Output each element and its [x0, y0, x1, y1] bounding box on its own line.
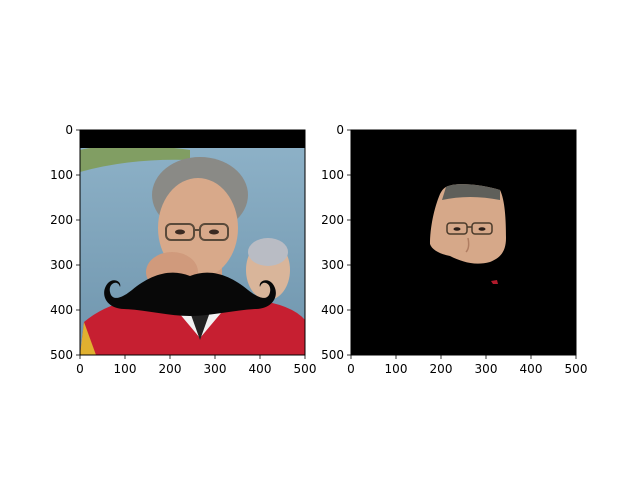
axes-frame-1 — [79, 129, 306, 356]
y-tick-label: 100 — [50, 168, 73, 182]
y-tick-label: 200 — [50, 213, 73, 227]
x-tick-label: 500 — [294, 362, 317, 376]
x-tick-label: 0 — [347, 362, 355, 376]
y-tick-label: 300 — [321, 258, 344, 272]
y-tick-label: 400 — [321, 303, 344, 317]
x-tick-label: 200 — [159, 362, 182, 376]
y-tick-label: 0 — [65, 123, 73, 137]
x-tick-label: 400 — [249, 362, 272, 376]
x-tick-label: 0 — [76, 362, 84, 376]
axes-frame-2 — [350, 129, 577, 356]
y-tick-label: 200 — [321, 213, 344, 227]
x-tick-label: 300 — [475, 362, 498, 376]
x-tick-label: 300 — [204, 362, 227, 376]
y-tick-label: 100 — [321, 168, 344, 182]
x-tick-label: 500 — [565, 362, 588, 376]
y-tick-label: 0 — [336, 123, 344, 137]
image-2 — [351, 130, 576, 355]
x-tick-label: 100 — [114, 362, 137, 376]
x-tick-label: 200 — [430, 362, 453, 376]
y-tick-label: 300 — [50, 258, 73, 272]
mustache-shape — [104, 272, 276, 316]
image-1 — [80, 130, 305, 355]
face-mask — [430, 184, 506, 264]
x-tick-label: 100 — [385, 362, 408, 376]
y-tick-label: 400 — [50, 303, 73, 317]
x-tick-label: 400 — [520, 362, 543, 376]
y-tick-label: 500 — [50, 348, 73, 362]
y-tick-label: 500 — [321, 348, 344, 362]
